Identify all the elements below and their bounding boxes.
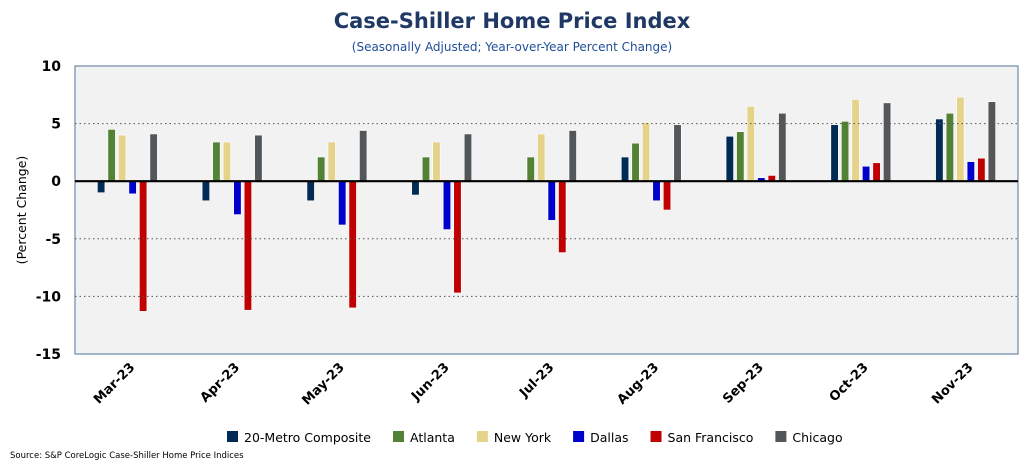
bar <box>872 162 881 182</box>
bar <box>526 156 535 182</box>
x-tick-label: Sep-23 <box>720 360 767 407</box>
y-tick-label: 10 <box>42 59 62 75</box>
bar <box>254 134 263 182</box>
x-tick-label: Mar-23 <box>91 360 138 407</box>
bar <box>327 141 336 182</box>
bar <box>631 142 640 182</box>
bar <box>652 180 661 202</box>
source-note: Source: S&P CoreLogic Case-Shiller Home … <box>10 451 244 461</box>
bar <box>118 134 127 182</box>
x-tick-label: Aug-23 <box>615 360 662 407</box>
bar <box>987 101 996 182</box>
bar <box>945 112 954 182</box>
bar <box>139 180 148 312</box>
bar <box>463 133 473 182</box>
bar <box>641 122 651 182</box>
bar <box>736 131 745 182</box>
bar <box>725 135 734 182</box>
bar <box>547 180 556 221</box>
bar <box>149 133 158 182</box>
legend-swatch <box>476 431 488 442</box>
bar <box>841 120 850 182</box>
bar <box>935 118 944 182</box>
y-tick-label: -5 <box>45 232 61 248</box>
bar <box>411 180 420 196</box>
bar <box>306 180 315 202</box>
legend-label: Atlanta <box>410 430 455 445</box>
bar <box>348 180 357 309</box>
bar <box>432 141 441 182</box>
bar <box>128 180 137 195</box>
bar <box>956 96 965 182</box>
y-tick-label: -10 <box>36 289 62 305</box>
chart-subtitle: (Seasonally Adjusted; Year-over-Year Per… <box>352 40 672 54</box>
legend-label: 20-Metro Composite <box>244 430 371 445</box>
chart-title: Case-Shiller Home Price Index <box>334 9 691 33</box>
bar <box>568 130 577 182</box>
y-tick-label: 5 <box>51 117 61 133</box>
legend-swatch <box>227 431 238 442</box>
bar <box>212 141 221 182</box>
bar <box>317 156 326 182</box>
bar <box>421 156 431 182</box>
bar <box>442 180 452 230</box>
bar <box>746 106 755 182</box>
bar <box>977 157 986 182</box>
bar <box>338 180 347 226</box>
legend-swatch <box>573 431 585 442</box>
x-tick-label: Apr-23 <box>198 360 243 405</box>
bar <box>537 133 546 182</box>
bar <box>233 180 242 215</box>
y-tick-label: -15 <box>36 347 61 363</box>
bar <box>662 180 672 211</box>
bar <box>453 180 462 294</box>
bar <box>558 180 567 253</box>
x-tick-label: Jul-23 <box>516 360 557 401</box>
bar <box>222 141 231 182</box>
bar <box>201 180 210 202</box>
bar <box>966 161 975 182</box>
bar <box>107 129 116 182</box>
legend-swatch <box>393 431 404 442</box>
x-tick-label: May-23 <box>299 360 347 408</box>
bar <box>830 124 839 182</box>
x-tick-label: Oct-23 <box>827 360 872 405</box>
legend-label: Chicago <box>792 430 842 445</box>
bar <box>243 180 252 311</box>
bar <box>97 180 106 194</box>
bar <box>359 130 368 182</box>
legend-swatch <box>775 431 787 442</box>
legend-label: Dallas <box>590 430 628 445</box>
legend-swatch <box>650 431 662 442</box>
y-axis-label: (Percent Change) <box>14 156 29 265</box>
bar <box>851 99 860 182</box>
bar <box>862 165 871 182</box>
y-tick-label: 0 <box>51 174 61 190</box>
bar <box>620 156 630 182</box>
legend-label: New York <box>494 430 552 445</box>
bar <box>883 102 892 182</box>
legend-label: San Francisco <box>668 430 754 445</box>
plot-area <box>74 65 1019 355</box>
x-tick-label: Jun-23 <box>408 360 452 404</box>
x-tick-label: Nov-23 <box>929 360 976 407</box>
bar <box>673 124 682 182</box>
